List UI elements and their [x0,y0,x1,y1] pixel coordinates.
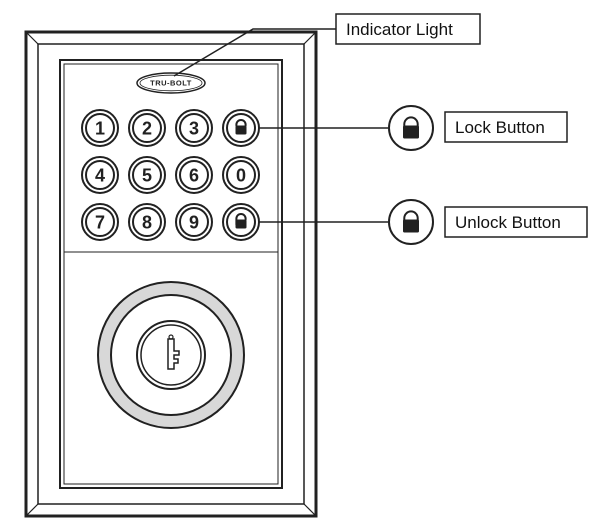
keypad-digit-label: 0 [236,165,246,185]
bevel-line [26,504,38,516]
unlock-button-label-text: Unlock Button [455,213,561,232]
keypad-digit-label: 8 [142,212,152,232]
unlock-icon [403,220,419,233]
keypad-lock-button[interactable] [223,110,259,146]
keypad-digit-label: 1 [95,118,105,138]
keypad-digit-label: 7 [95,212,105,232]
keypad-unlock-button[interactable] [223,204,259,240]
lock-button-label-text: Lock Button [455,118,545,137]
bevel-line [304,32,316,44]
keypad-digit-label: 9 [189,212,199,232]
bevel-line [26,32,38,44]
keypad-digit-label: 5 [142,165,152,185]
keypad-digit-8[interactable]: 8 [129,204,165,240]
keypad-digit-0[interactable]: 0 [223,157,259,193]
keypad-digit-6[interactable]: 6 [176,157,212,193]
knob-cylinder [141,325,201,385]
keypad-digit-9[interactable]: 9 [176,204,212,240]
keypad-digit-label: 3 [189,118,199,138]
keypad-digit-label: 4 [95,165,105,185]
keypad-digit-2[interactable]: 2 [129,110,165,146]
keypad-digit-3[interactable]: 3 [176,110,212,146]
keypad-digit-1[interactable]: 1 [82,110,118,146]
keypad-digit-label: 6 [189,165,199,185]
lock-icon [403,126,419,139]
keypad-digit-4[interactable]: 4 [82,157,118,193]
bevel-line [304,504,316,516]
keypad-digit-7[interactable]: 7 [82,204,118,240]
keypad-digit-5[interactable]: 5 [129,157,165,193]
lock-icon [236,126,247,135]
keypad-digit-label: 2 [142,118,152,138]
indicator-light-label-text: Indicator Light [346,20,453,39]
lock-button-icon-circle [389,106,433,150]
unlock-button-icon-circle [389,200,433,244]
brand-text: TRU-BOLT [150,79,192,88]
